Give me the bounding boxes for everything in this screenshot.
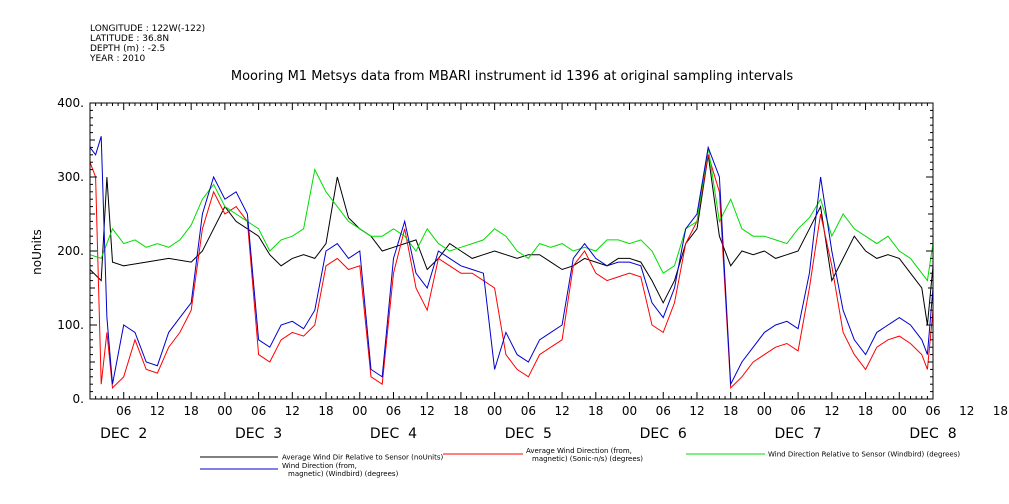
x-axis: 06 12 18 00 06 12 18 00 06 12 18 00 06 12 18 00 06 12 18 00… [89,103,1008,442]
series-layer [89,136,934,390]
x-tick-label: 12 [285,404,300,418]
y-tick-label: 300. [57,170,84,184]
plot-frame [89,102,934,400]
x-tick-label: 18 [453,404,468,418]
meta-line-longitude: LONGITUDE : 122W(-122) [90,24,205,34]
y-tick-label: 100. [57,318,84,332]
meta-line-depth: DEPTH (m) : -2.5 [90,44,165,54]
y-axis-label: noUnits [30,229,44,275]
metadata-block: LONGITUDE : 122W(-122) LATITUDE : 36.8N … [89,24,205,64]
legend-label-0: Average Wind Dir Relative to Sensor (noU… [282,454,443,462]
x-tick-label: 00 [757,404,772,418]
chart-title: Mooring M1 Metsys data from MBARI instru… [231,69,793,84]
x-tick-label: 18 [318,404,333,418]
x-tick-label: 18 [993,404,1008,418]
y-tick-label: 400. [57,96,84,110]
x-tick-label: 06 [116,404,131,418]
y-axis: 0. 100. 200. 300. 400. [57,96,933,406]
y-tick-label: 200. [57,244,84,258]
x-tick-label: 00 [892,404,907,418]
x-tick-label: 06 [925,404,940,418]
x-tick-label: 18 [723,404,738,418]
x-tick-label: 12 [824,404,839,418]
x-tick-label: 18 [184,404,199,418]
x-day-label: DEC 2 [100,426,147,442]
x-day-label: DEC 6 [640,426,687,442]
series-line-3 [89,136,934,387]
y-tick-label: 0. [73,392,84,406]
meta-line-year: YEAR : 2010 [89,54,146,64]
x-tick-label: 06 [656,404,671,418]
x-tick-label: 00 [352,404,367,418]
legend-label-3: Wind Direction (from, magnetic) (Windbird… [282,462,399,478]
x-tick-label: 12 [554,404,569,418]
meta-line-latitude: LATITUDE : 36.8N [90,34,169,44]
x-tick-label: 18 [588,404,603,418]
x-tick-label: 12 [689,404,704,418]
series-line-1 [89,154,934,390]
x-tick-label: 18 [858,404,873,418]
x-tick-label: 12 [959,404,974,418]
x-tick-label: 00 [622,404,637,418]
x-day-label: DEC 4 [370,426,417,442]
x-tick-label: 12 [150,404,165,418]
x-tick-label: 06 [790,404,805,418]
legend: Average Wind Dir Relative to Sensor (noU… [200,447,960,478]
x-day-label: DEC 3 [235,426,282,442]
x-tick-label: 06 [386,404,401,418]
x-tick-label: 06 [521,404,536,418]
x-day-label: DEC 8 [909,426,956,442]
series-line-0 [89,154,934,326]
x-tick-label: 06 [251,404,266,418]
x-day-label: DEC 7 [775,426,822,442]
x-tick-label: 00 [217,404,232,418]
x-tick-label: 12 [420,404,435,418]
x-tick-label: 00 [487,404,502,418]
x-day-label: DEC 5 [505,426,552,442]
legend-label-1: Average Wind Direction (from, magnetic) (… [526,447,643,463]
series-line-2 [89,147,934,282]
legend-label-2: Wind Direction Relative to Sensor (Windb… [768,451,960,459]
